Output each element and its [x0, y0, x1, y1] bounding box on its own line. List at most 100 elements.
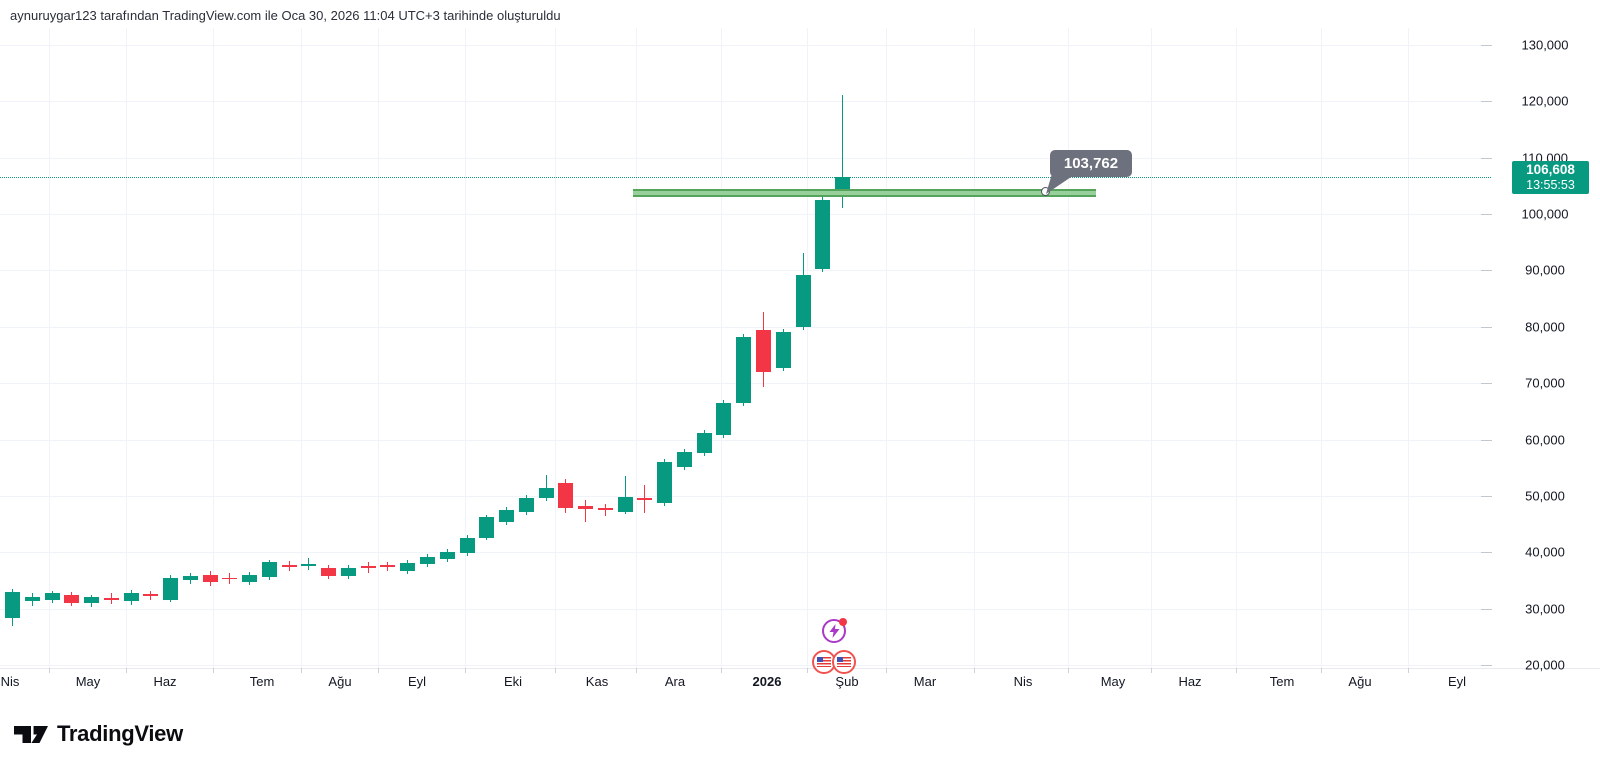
candle[interactable]	[360, 566, 376, 569]
time-axis-tick	[807, 668, 808, 673]
horizontal-ray-line[interactable]	[633, 188, 1096, 197]
time-gridline	[1236, 28, 1237, 668]
price-axis-tick	[1481, 101, 1492, 103]
candle[interactable]	[419, 556, 435, 565]
price-axis-tick	[1481, 157, 1492, 159]
price-gridline	[0, 214, 1491, 216]
time-axis-label: Tem	[249, 674, 275, 689]
candle[interactable]	[676, 451, 692, 468]
candle[interactable]	[479, 517, 495, 538]
time-gridline	[555, 28, 556, 668]
candle[interactable]	[182, 575, 198, 580]
time-gridline	[636, 28, 637, 668]
candle[interactable]	[281, 564, 297, 567]
price-gridline	[0, 270, 1491, 272]
price-gridline	[0, 326, 1491, 328]
candle[interactable]	[301, 564, 317, 566]
tradingview-logo-mark	[14, 725, 48, 743]
candle[interactable]	[578, 506, 594, 509]
candle[interactable]	[5, 591, 21, 619]
time-axis-tick	[721, 668, 722, 673]
candle[interactable]	[795, 274, 811, 327]
candle[interactable]	[775, 331, 791, 368]
time-axis-tick	[1068, 668, 1069, 673]
time-axis-label: Ağu	[1348, 674, 1372, 689]
candle[interactable]	[736, 336, 752, 403]
time-gridline	[1151, 28, 1152, 668]
time-axis-tick	[1236, 668, 1237, 673]
candle[interactable]	[617, 497, 633, 513]
tradingview-logo-text: TradingView	[57, 721, 183, 746]
candle[interactable]	[123, 592, 139, 602]
time-axis-label: May	[1100, 674, 1126, 689]
price-axis-tick	[1481, 383, 1492, 385]
price-axis[interactable]	[1491, 28, 1600, 668]
time-axis-label: Tem	[1269, 674, 1295, 689]
candle[interactable]	[716, 402, 732, 436]
tradingview-logo[interactable]: TradingView	[14, 721, 183, 747]
us-flag-icon	[817, 657, 831, 667]
time-gridline	[126, 28, 127, 668]
time-axis-tick	[126, 668, 127, 673]
candle[interactable]	[44, 592, 60, 601]
price-gridline	[0, 665, 1491, 666]
price-axis-tick	[1481, 495, 1492, 497]
time-axis-tick	[555, 668, 556, 673]
candle[interactable]	[657, 462, 673, 504]
candle[interactable]	[321, 568, 337, 576]
candle[interactable]	[499, 510, 514, 522]
time-axis-label: Şub	[835, 674, 859, 689]
candle[interactable]	[815, 200, 831, 269]
time-axis-label: Eyl	[407, 674, 427, 689]
candle[interactable]	[380, 565, 396, 567]
candle[interactable]	[637, 498, 653, 500]
candle[interactable]	[755, 330, 771, 372]
candle[interactable]	[163, 578, 179, 600]
time-axis-label: Mar	[913, 674, 937, 689]
candle[interactable]	[340, 568, 356, 576]
time-axis-tick	[301, 668, 302, 673]
us-flag-event-icon[interactable]	[832, 650, 856, 674]
time-axis-tick	[1408, 668, 1409, 673]
candle[interactable]	[202, 574, 218, 582]
attribution-text: aynuruygar123 tarafından TradingView.com…	[10, 8, 561, 23]
price-axis-label: 130,000	[1521, 37, 1569, 53]
price-gridline	[0, 45, 1491, 46]
time-gridline	[721, 28, 722, 668]
candle[interactable]	[24, 596, 40, 602]
price-axis-tick	[1481, 665, 1492, 666]
candle[interactable]	[222, 577, 238, 580]
time-axis-label: Eki	[503, 674, 523, 689]
candle[interactable]	[459, 538, 475, 553]
candle[interactable]	[518, 498, 534, 513]
time-axis-tick	[378, 668, 379, 673]
candle[interactable]	[400, 562, 416, 571]
price-axis-label: 50,000	[1525, 488, 1565, 504]
candle[interactable]	[538, 488, 554, 499]
price-axis-tick	[1481, 214, 1492, 216]
time-gridline	[886, 28, 887, 668]
time-axis-label: Ağu	[328, 674, 352, 689]
candle[interactable]	[103, 597, 119, 600]
candle[interactable]	[597, 507, 613, 510]
current-price-label: 106,608 13:55:53	[1512, 160, 1589, 194]
price-gridline	[0, 552, 1491, 554]
candle[interactable]	[143, 593, 159, 596]
candle[interactable]	[64, 595, 80, 603]
time-axis-label: 2026	[752, 674, 782, 689]
candle[interactable]	[242, 574, 258, 582]
candle-wick	[624, 476, 626, 514]
candle[interactable]	[558, 482, 574, 508]
price-axis-tick	[1481, 326, 1492, 328]
time-gridline	[1068, 28, 1069, 668]
lightning-event-icon[interactable]	[822, 618, 847, 643]
time-axis-tick	[1151, 668, 1152, 673]
candle[interactable]	[696, 432, 712, 454]
candle[interactable]	[261, 562, 277, 578]
candle[interactable]	[84, 597, 100, 603]
price-axis-tick	[1481, 552, 1492, 554]
time-gridline	[974, 28, 975, 668]
candle[interactable]	[439, 552, 455, 560]
time-axis-label: Nis	[0, 674, 20, 689]
